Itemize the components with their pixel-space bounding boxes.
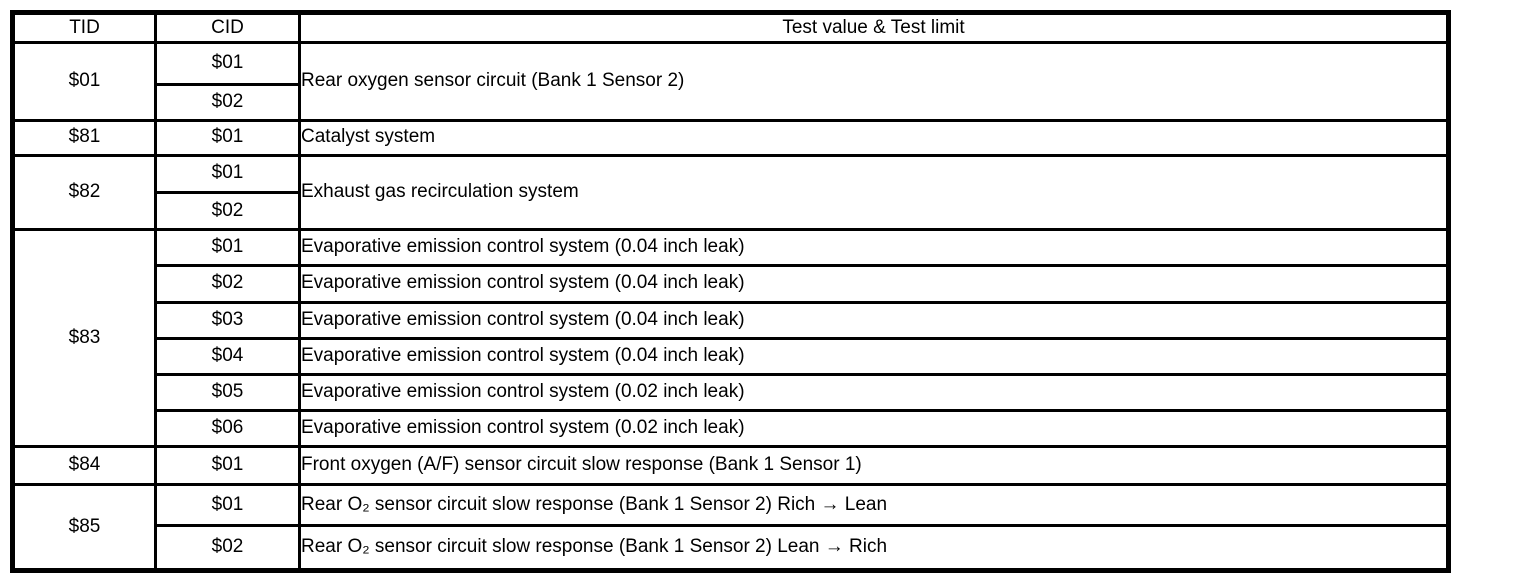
cid-cell: $02 [154,190,301,232]
description-cell: Evaporative emission control system (0.0… [298,264,1450,304]
cid-cell: $02 [154,264,301,304]
cid-cell: $06 [154,409,301,449]
cid-cell: $01 [154,483,301,527]
description-cell: Catalyst system [298,118,1450,157]
column-header-cid: CID [154,10,301,45]
table-row: $02 Evaporative emission control system … [13,264,1450,304]
tid-cell: $81 [11,118,157,157]
table-row: $02 [13,190,1449,232]
description-cell: Rear oxygen sensor circuit (Bank 1 Senso… [298,41,1450,122]
cid-cell: $01 [154,445,301,487]
cid-cell: $02 [154,83,301,122]
table-row: $83 $01 Evaporative emission control sys… [11,228,1450,449]
description-cell: Exhaust gas recirculation system [298,153,1450,232]
table-row: $81 $01 Catalyst system [11,118,1450,157]
description-cell: Evaporative emission control system (0.0… [298,228,1450,268]
tid-cell: $84 [11,445,157,487]
table-row: $03 Evaporative emission control system … [13,300,1450,340]
description-cell: Rear O₂ sensor circuit slow response (Ba… [298,523,1450,573]
column-header-tid: TID [11,10,157,45]
table-row: $85 $01 Rear O₂ sensor circuit slow resp… [11,483,1450,572]
table-header-row: TID CID Test value & Test limit [11,10,1450,45]
table-row: $04 Evaporative emission control system … [13,336,1450,376]
table-row: $02 [13,83,1449,122]
table-row: $02 Rear O₂ sensor circuit slow response… [13,523,1450,573]
description-cell: Evaporative emission control system (0.0… [298,409,1450,449]
table-row: $82 $01 Exhaust gas recirculation system [11,153,1450,232]
table-row: $84 $01 Front oxygen (A/F) sensor circui… [11,445,1450,487]
table-row: $01 $01 Rear oxygen sensor circuit (Bank… [11,41,1450,122]
description-cell: Front oxygen (A/F) sensor circuit slow r… [298,445,1450,487]
cid-cell: $05 [154,372,301,413]
table-row: $06 Evaporative emission control system … [13,409,1450,449]
cid-cell: $02 [154,523,301,573]
column-header-test-value: Test value & Test limit [298,10,1450,45]
description-cell: Evaporative emission control system (0.0… [298,336,1450,376]
cid-cell: $04 [154,336,301,376]
tid-cid-test-table: TID CID Test value & Test limit $01 $01 … [10,10,1451,573]
tid-cell: $82 [11,153,157,232]
description-cell: Evaporative emission control system (0.0… [298,372,1450,413]
table-row: $05 Evaporative emission control system … [13,372,1450,413]
description-cell: Evaporative emission control system (0.0… [298,300,1450,340]
tid-cell: $85 [11,483,157,572]
cid-cell: $01 [154,118,301,157]
cid-cell: $03 [154,300,301,340]
tid-cell: $83 [11,228,157,449]
cid-cell: $01 [154,153,301,194]
cid-cell: $01 [154,228,301,268]
tid-cell: $01 [11,41,157,122]
description-cell: Rear O₂ sensor circuit slow response (Ba… [298,483,1450,527]
cid-cell: $01 [154,41,301,87]
